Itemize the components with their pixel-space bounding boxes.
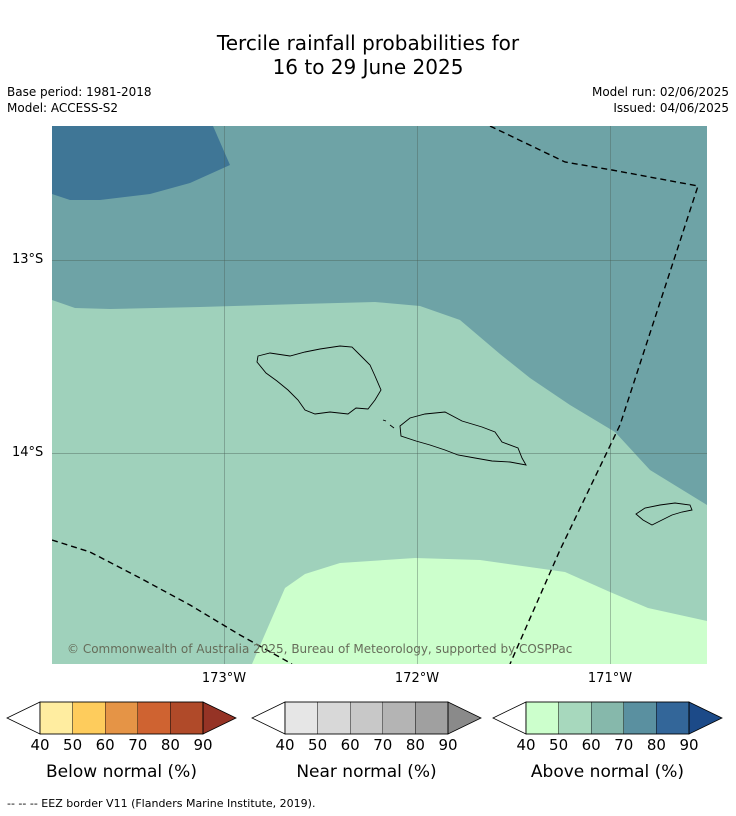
legend-tick-label: 40	[516, 736, 536, 754]
legend-frame	[284, 701, 449, 735]
legend-tick-label: 80	[160, 736, 180, 754]
lon-label-172w: 172°W	[394, 671, 440, 686]
legend-swatch	[72, 701, 106, 735]
legend-swatch	[558, 701, 592, 735]
legend-tick-label: 50	[308, 736, 328, 754]
legend-tick-label: 80	[646, 736, 666, 754]
legend-title: Above normal (%)	[530, 762, 685, 782]
legend-frame	[525, 701, 690, 735]
legend-swatch	[415, 701, 449, 735]
model-name: Model: ACCESS-S2	[7, 101, 119, 115]
probability-field	[52, 126, 707, 664]
legend-swatch	[382, 701, 416, 735]
legend-tick-label: 70	[128, 736, 148, 754]
graticule	[52, 126, 707, 664]
legend-tick-label: 70	[614, 736, 634, 754]
legend-swatch	[104, 701, 138, 735]
legend-under-arrow	[251, 701, 286, 735]
tutuila-island	[635, 502, 693, 526]
lat-label-14s: 14°S	[12, 445, 44, 460]
legend-swatch	[350, 701, 384, 735]
legend-under-arrow	[6, 701, 41, 735]
legend-swatch	[317, 701, 351, 735]
legend-tick-label: 90	[438, 736, 458, 754]
islands	[256, 345, 693, 526]
legend-tick-label: 80	[405, 736, 425, 754]
legend-tick-label: 40	[275, 736, 295, 754]
meta-right: Model run: 02/06/2025 Issued: 04/06/2025	[592, 84, 729, 116]
lon-label-171w: 171°W	[587, 671, 633, 686]
legend-swatch	[284, 701, 318, 735]
legend-over-arrow	[202, 701, 237, 735]
legend-tick-label: 60	[95, 736, 115, 754]
manono-island	[382, 419, 387, 422]
legend-tick-label: 70	[373, 736, 393, 754]
eez-border	[52, 126, 699, 664]
lon-label-173w: 173°W	[201, 671, 247, 686]
legend-tick-label: 60	[340, 736, 360, 754]
copyright-credit: © Commonwealth of Australia 2025, Bureau…	[67, 642, 573, 656]
legend-frame	[39, 701, 204, 735]
title-line-1: Tercile rainfall probabilities for	[216, 31, 520, 55]
legend-tick-label: 60	[581, 736, 601, 754]
zone-40-50	[252, 558, 707, 664]
lat-label-13s: 13°S	[12, 252, 44, 267]
legend-swatch	[170, 701, 204, 735]
legend-over-arrow	[688, 701, 723, 735]
legend-tick-label: 50	[549, 736, 569, 754]
legend-tick-label: 40	[30, 736, 50, 754]
legend-swatch	[656, 701, 690, 735]
legend-under-arrow	[492, 701, 527, 735]
chart-title: Tercile rainfall probabilities for 16 to…	[0, 31, 736, 79]
title-line-2: 16 to 29 June 2025	[272, 55, 464, 79]
model-run: Model run: 02/06/2025	[591, 85, 729, 99]
issued-date: Issued: 04/06/2025	[613, 101, 729, 115]
meta-left: Base period: 1981-2018 Model: ACCESS-S2	[7, 84, 152, 116]
legend-swatch	[525, 701, 559, 735]
zone-70-80	[52, 126, 230, 200]
legend-swatch	[39, 701, 73, 735]
zone-60-70	[52, 126, 707, 505]
legend-tick-label: 90	[679, 736, 699, 754]
legend-title: Below normal (%)	[46, 762, 197, 782]
legend-tick-label: 90	[193, 736, 213, 754]
eez-footnote: -- -- -- EEZ border V11 (Flanders Marine…	[7, 797, 316, 810]
legend-swatch	[623, 701, 657, 735]
legend-swatch	[137, 701, 171, 735]
upolu-island	[399, 411, 527, 466]
legend-over-arrow	[447, 701, 482, 735]
legend-bars	[6, 701, 723, 735]
legend-title: Near normal (%)	[296, 762, 437, 782]
legend-swatch	[591, 701, 625, 735]
savaii-island	[256, 345, 382, 415]
apolima-island	[389, 424, 395, 429]
base-period: Base period: 1981-2018	[7, 85, 152, 99]
legend-tick-label: 50	[63, 736, 83, 754]
